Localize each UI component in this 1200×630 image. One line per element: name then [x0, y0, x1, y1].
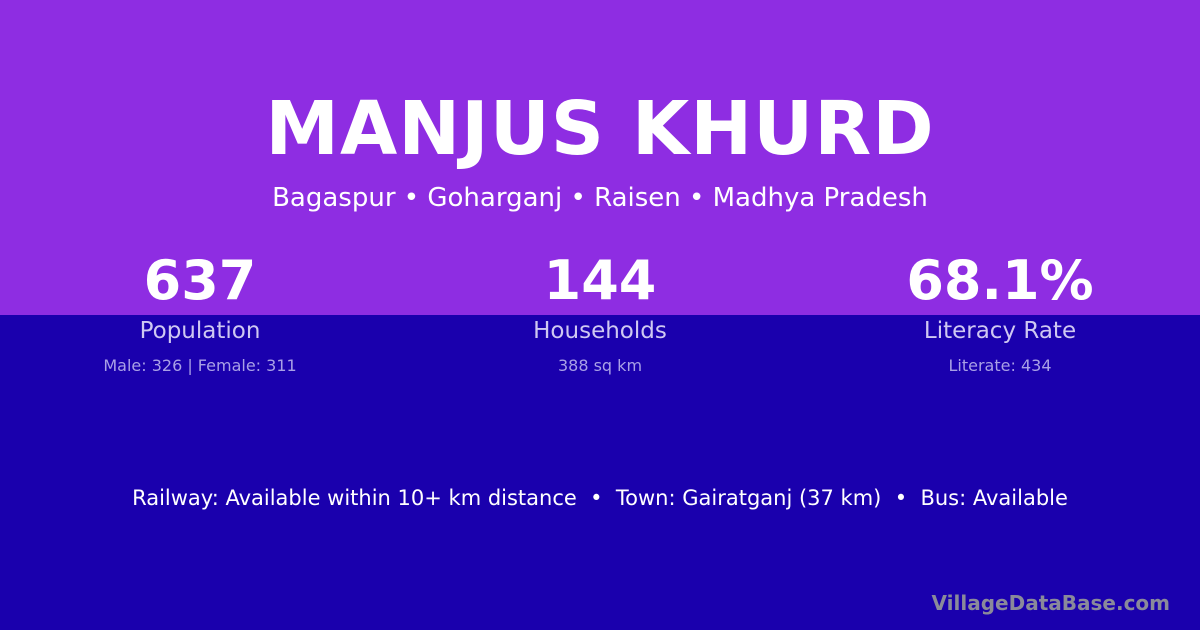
stat-value: 144	[543, 249, 657, 312]
stat-value: 68.1%	[906, 249, 1094, 312]
stat-detail: Literate: 434	[948, 356, 1052, 375]
stat-label: Population	[139, 318, 261, 344]
stat-label: Literacy Rate	[923, 318, 1077, 344]
village-title: MANJUS KHURD	[265, 86, 935, 172]
stat-literacy: 68.1% Literacy Rate Literate: 434	[800, 249, 1200, 376]
stat-value: 637	[143, 249, 257, 312]
stat-detail: 388 sq km	[557, 356, 643, 375]
stat-detail: Male: 326 | Female: 311	[103, 356, 297, 375]
brand-logo: VillageDataBase.com	[931, 591, 1170, 615]
location-breadcrumb: Bagaspur • Goharganj • Raisen • Madhya P…	[272, 183, 928, 213]
connectivity-info: Railway: Available within 10+ km distanc…	[132, 486, 1068, 510]
stat-population: 637 Population Male: 326 | Female: 311	[0, 249, 400, 376]
stat-label: Households	[533, 318, 667, 344]
header-band	[0, 0, 1200, 315]
stat-households: 144 Households 388 sq km	[400, 249, 800, 376]
